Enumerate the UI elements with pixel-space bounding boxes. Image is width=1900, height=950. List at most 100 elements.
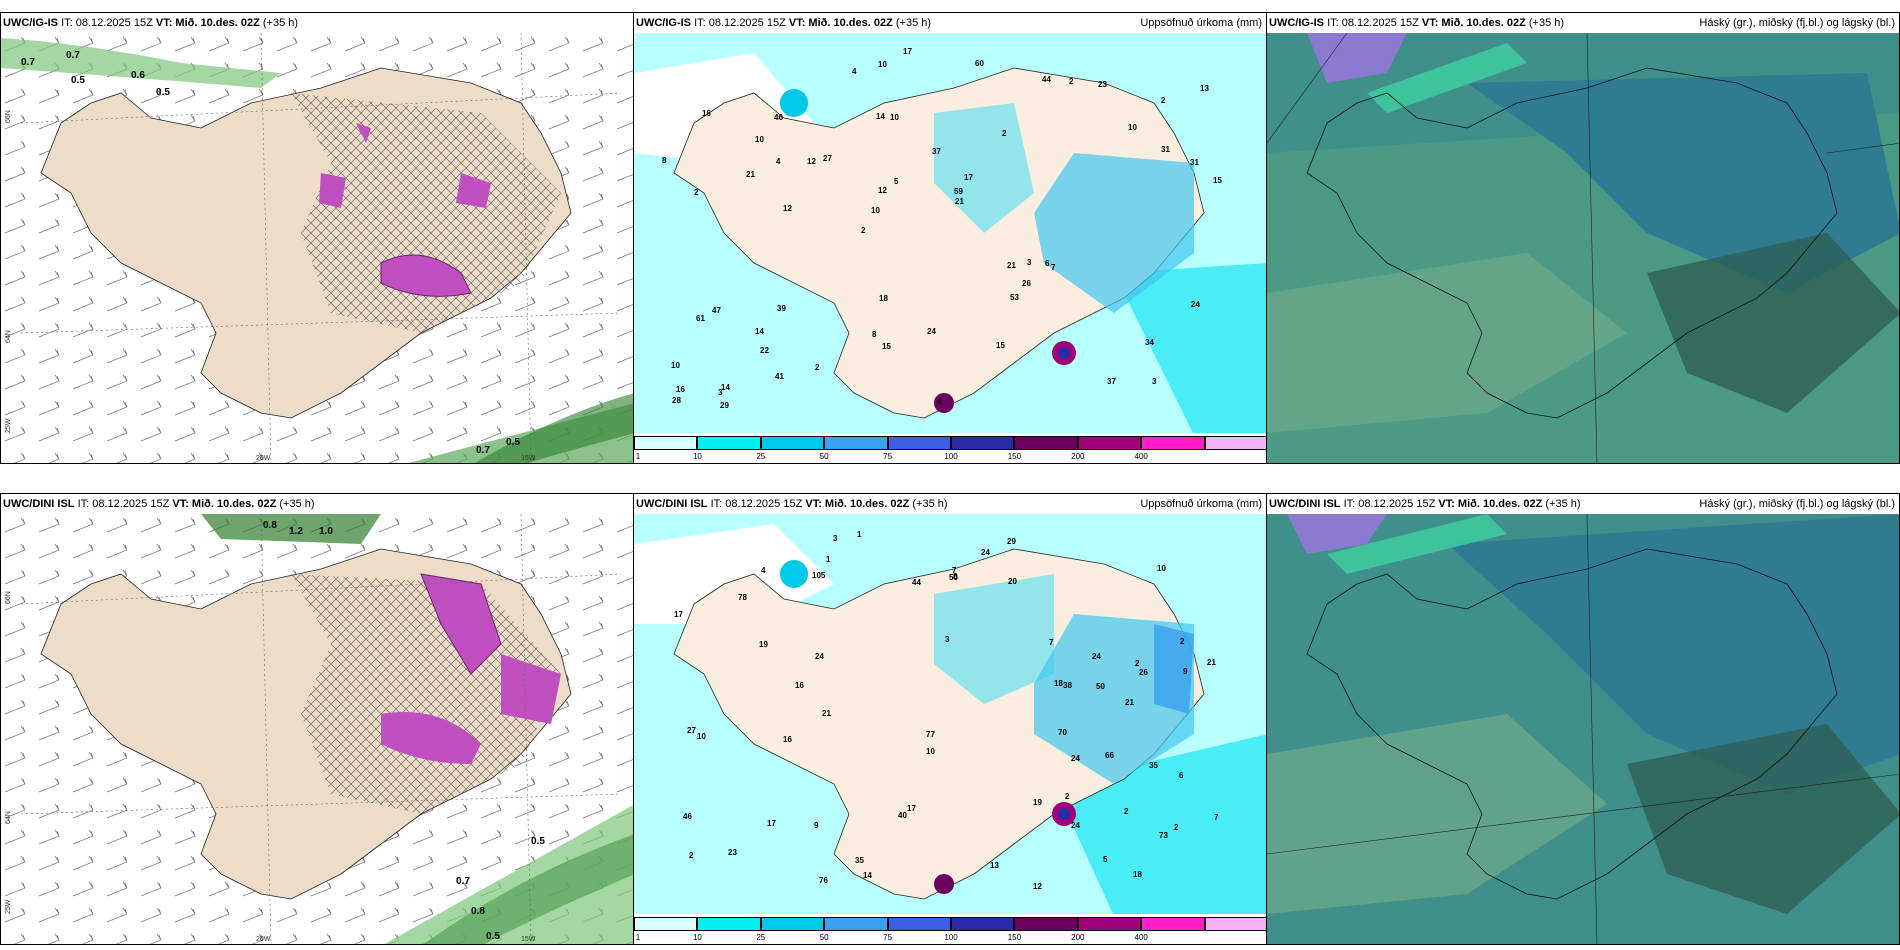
colorbar-swatch bbox=[1204, 436, 1266, 450]
colorbar-label: 100 bbox=[944, 933, 958, 942]
precip-value: 7 bbox=[1049, 638, 1054, 647]
precip-value: 78 bbox=[738, 593, 747, 602]
precip-value: 3 bbox=[1152, 377, 1157, 386]
precip-value: 17 bbox=[907, 804, 916, 813]
lon-label: 20W bbox=[256, 455, 271, 462]
lead-time: (+35 h) bbox=[912, 498, 948, 510]
precip-value: 16 bbox=[795, 681, 804, 690]
panel-variable-title: Háský (gr.), miðský (fj.bl.) og lágský (… bbox=[1699, 17, 1895, 29]
precip-map: 3222214143747271022101771610152131108124… bbox=[634, 33, 1266, 435]
precip-value: 16 bbox=[676, 385, 685, 394]
precip-value: 15 bbox=[882, 342, 891, 351]
precip-value: 41 bbox=[775, 372, 784, 381]
precip-value: 13 bbox=[990, 861, 999, 870]
lead-time: (+35 h) bbox=[262, 17, 299, 29]
precip-value: 10 bbox=[926, 747, 935, 756]
panel-wind-bottom: UWC/DINI ISL IT: 08.12.2025 15Z VT: Mið.… bbox=[0, 493, 634, 945]
valid-label: VT: bbox=[1438, 498, 1455, 510]
model-name: UWC/IG-IS bbox=[3, 17, 58, 29]
precip-value: 14 bbox=[876, 112, 885, 121]
panel-clouds-bottom: UWC/DINI ISL IT: 08.12.2025 15Z VT: Mið.… bbox=[1266, 493, 1900, 945]
valid-time: Mið. 10.des. 02Z bbox=[175, 17, 260, 29]
colorbar-label: 50 bbox=[819, 933, 829, 942]
lead-time: (+35 h) bbox=[1545, 498, 1581, 510]
precip-value: 40 bbox=[898, 811, 907, 820]
colorbar-swatch bbox=[1204, 917, 1266, 931]
precip-value: 2 bbox=[1069, 77, 1074, 86]
precip-value: 4 bbox=[776, 157, 781, 166]
panel-wind-top: UWC/IG-IS IT: 08.12.2025 15Z VT: Mið. 10… bbox=[0, 12, 634, 464]
precip-value: 27 bbox=[687, 726, 696, 735]
precip-value: 2 bbox=[689, 851, 694, 860]
panel-header: UWC/DINI ISL IT: 08.12.2025 15Z VT: Mið.… bbox=[636, 498, 948, 510]
precip-value: 10 bbox=[1128, 123, 1137, 132]
precip-value: 27 bbox=[823, 154, 832, 163]
lat-label: 66N bbox=[5, 110, 12, 123]
model-name: UWC/DINI ISL bbox=[1269, 498, 1341, 510]
precip-value: 8 bbox=[872, 330, 877, 339]
precip-value: 15 bbox=[1213, 176, 1222, 185]
precip-value: 14 bbox=[721, 383, 730, 392]
valid-time: Mið. 10.des. 02Z bbox=[824, 498, 910, 510]
wind-label: 1.2 bbox=[289, 526, 303, 537]
precip-value: 10 bbox=[671, 361, 680, 370]
precip-value: 10 bbox=[697, 732, 706, 741]
colorbar-label: 200 bbox=[1071, 933, 1085, 942]
precip-value: 24 bbox=[1092, 652, 1101, 661]
precip-colorbar: 1 10 25 50 75 100 150 200 400 bbox=[634, 914, 1266, 944]
panel-header: UWC/DINI ISL IT: 08.12.2025 15Z VT: Mið.… bbox=[1269, 498, 1581, 510]
precip-value: 16 bbox=[783, 735, 792, 744]
wind-label: 0.7 bbox=[21, 57, 35, 68]
colorbar-label: 75 bbox=[883, 452, 893, 461]
precip-value: 10 bbox=[878, 60, 887, 69]
colorbar-swatch bbox=[760, 436, 825, 450]
precip-value: 2 bbox=[1065, 792, 1070, 801]
colorbar-swatch bbox=[824, 917, 888, 931]
precip-value: 22 bbox=[760, 346, 769, 355]
lead-time: (+35 h) bbox=[1528, 17, 1565, 29]
valid-label: VT: bbox=[155, 17, 173, 29]
panel-variable-title: Uppsöfnuð úrkoma (mm) bbox=[1140, 17, 1262, 29]
precip-value: 9 bbox=[1183, 667, 1188, 676]
precip-value: 13 bbox=[1200, 84, 1209, 93]
iceland-outline bbox=[1306, 67, 1838, 419]
colorbar-swatch bbox=[887, 436, 951, 450]
colorbar-label: 10 bbox=[692, 452, 702, 461]
precip-value: 8 bbox=[662, 156, 667, 165]
cloud-map bbox=[1267, 33, 1899, 463]
colorbar-swatch bbox=[1077, 917, 1142, 931]
colorbar-swatch bbox=[634, 436, 698, 450]
wind-map: 0.8 1.2 1.0 0.5 0.7 0.8 0.5 bbox=[1, 514, 633, 944]
precip-value: 4 bbox=[852, 67, 857, 76]
wind-label: 0.5 bbox=[531, 836, 545, 847]
init-time: IT: 08.12.2025 15Z bbox=[77, 498, 170, 510]
model-name: UWC/IG-IS bbox=[636, 17, 691, 29]
precip-value: 2 bbox=[1174, 823, 1179, 832]
colorbar-swatch bbox=[1014, 436, 1078, 450]
precip-value: 76 bbox=[819, 876, 828, 885]
precip-value: 10 bbox=[755, 135, 764, 144]
precip-value: 9 bbox=[814, 821, 819, 830]
precip-value: 2 bbox=[1161, 96, 1166, 105]
init-time: IT: 08.12.2025 15Z bbox=[61, 17, 153, 29]
colorbar-label: 400 bbox=[1134, 933, 1148, 942]
wind-label: 0.5 bbox=[71, 75, 85, 86]
precip-value: 10 bbox=[1157, 564, 1166, 573]
precip-value: 2 bbox=[861, 226, 866, 235]
colorbar-swatch bbox=[1014, 917, 1078, 931]
precip-value: 31 bbox=[1190, 158, 1199, 167]
precip-value: 3 bbox=[1027, 258, 1032, 267]
precip-value: 2 bbox=[1180, 637, 1185, 646]
colorbar-label: 400 bbox=[1134, 452, 1148, 461]
wind-label: 0.8 bbox=[471, 906, 485, 917]
precip-value: 24 bbox=[981, 548, 990, 557]
colorbar-label: 50 bbox=[819, 452, 829, 461]
precip-value: 10 bbox=[890, 113, 899, 122]
wind-label: 0.5 bbox=[506, 437, 520, 448]
lead-time: (+35 h) bbox=[279, 498, 315, 510]
colorbar-label: 25 bbox=[756, 452, 766, 461]
colorbar-swatch bbox=[951, 436, 1015, 450]
colorbar-swatch bbox=[697, 436, 761, 450]
wind-label: 0.8 bbox=[263, 520, 277, 531]
precip-value: 12 bbox=[783, 204, 792, 213]
